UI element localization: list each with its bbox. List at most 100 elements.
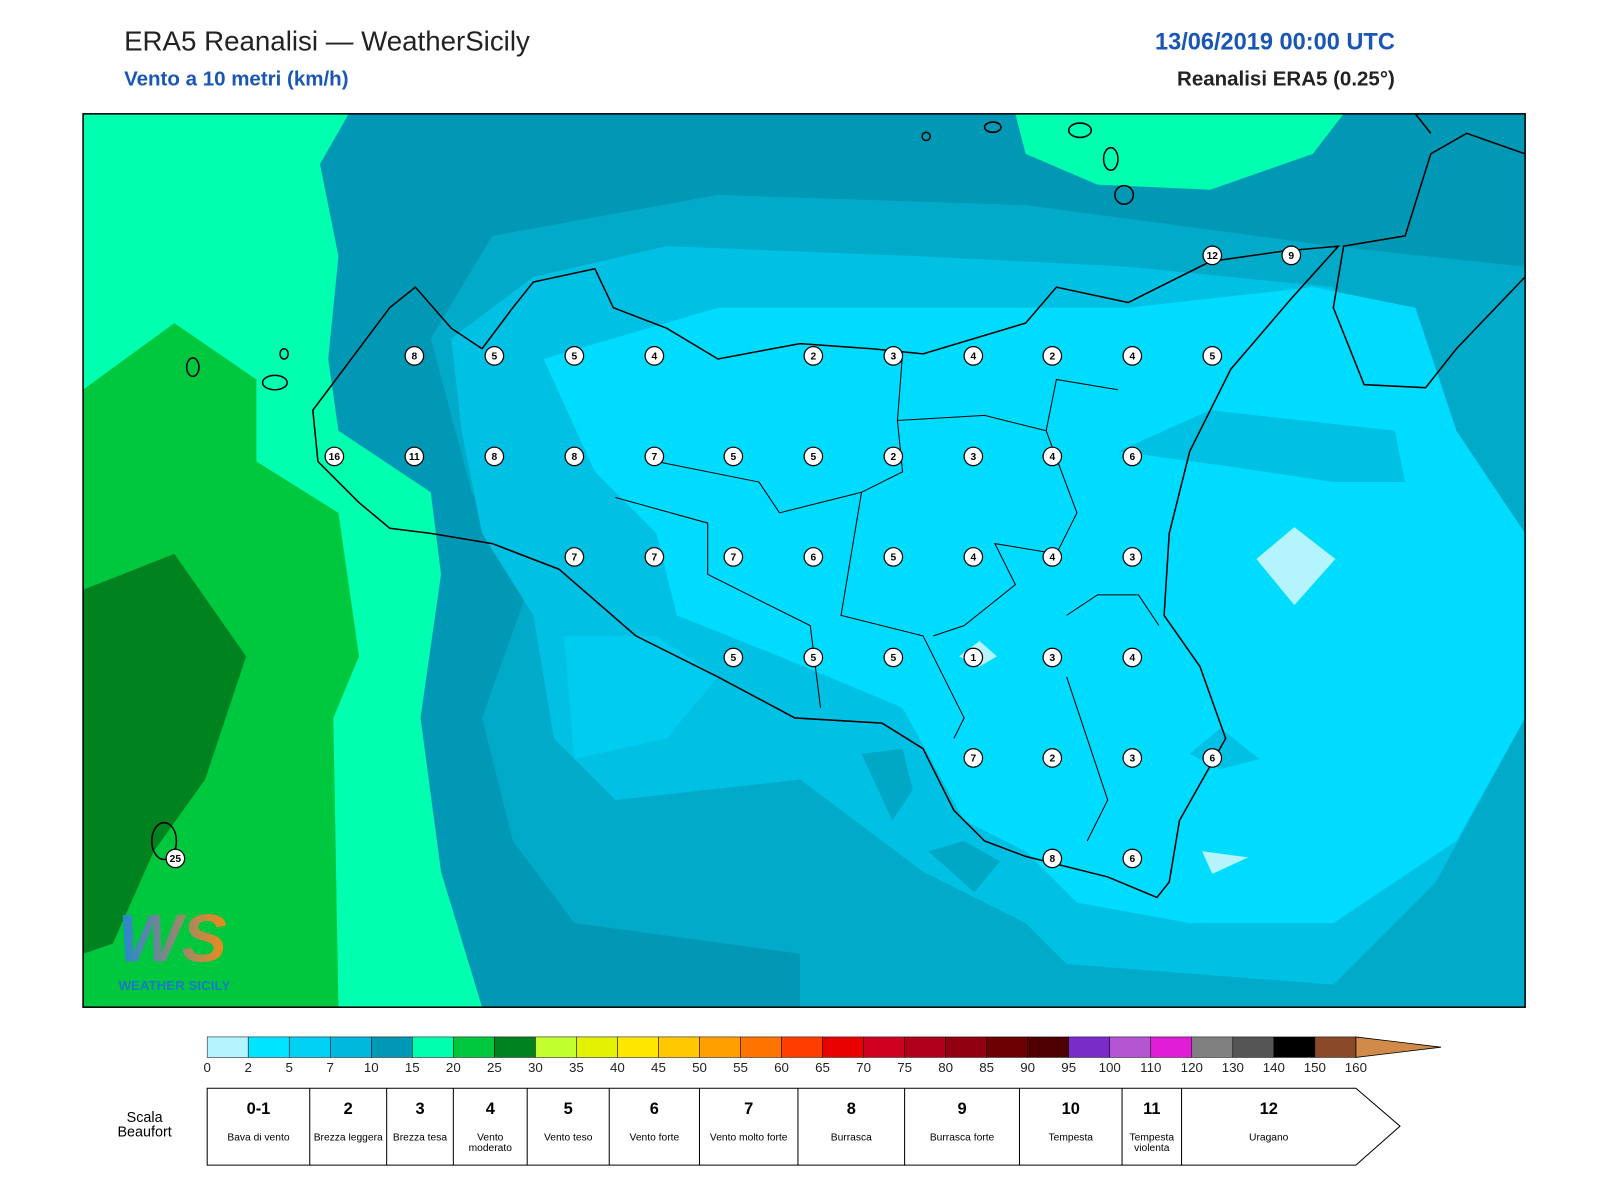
station-marker [883, 346, 904, 366]
station-marker [963, 346, 984, 366]
colorbar-segment [1027, 1036, 1069, 1058]
station-marker [723, 647, 744, 668]
beaufort-name-box: Uragano [1249, 1133, 1288, 1143]
colorbar-tick-label: 7 [327, 1060, 334, 1075]
station-marker [963, 748, 984, 768]
station-value: 8 [1049, 854, 1055, 865]
station-value: 4 [1129, 653, 1135, 664]
beaufort-name: Brezza leggera [313, 1133, 383, 1144]
station-marker [963, 647, 984, 668]
station-marker [1042, 547, 1063, 567]
station-marker [564, 446, 585, 467]
beaufort-name-box: Burrasca [830, 1133, 872, 1144]
colorbar-tick-label: 110 [1140, 1060, 1161, 1075]
colorbar-segment [576, 1036, 618, 1058]
colorbar-segment [781, 1036, 823, 1058]
beaufort-name: Tempesta [1048, 1133, 1093, 1144]
station-marker [1202, 245, 1223, 266]
beaufort-label-box: Scala Beaufort [117, 1109, 172, 1140]
colorbar-tick-label: 35 [569, 1060, 584, 1075]
colorbar-segment [1191, 1036, 1234, 1058]
beaufort-force: 8 [847, 1100, 856, 1118]
map-frame [82, 113, 1526, 1008]
title: ERA5 Reanalisi — WeatherSicily [124, 25, 530, 56]
station-value: 5 [1209, 352, 1215, 363]
beaufort-name: Vento forte [629, 1133, 680, 1144]
beaufort-force: 10 [1062, 1100, 1080, 1118]
colorbar-segment [453, 1036, 495, 1058]
station-value: 5 [810, 452, 816, 463]
station-marker [1042, 446, 1063, 467]
station-marker [564, 547, 585, 567]
beaufort-force: 4 [486, 1100, 496, 1118]
beaufort-name-box: Vento molto forte [710, 1133, 788, 1143]
colorbar-tick-label: 80 [938, 1060, 953, 1075]
colorbar-tick-label: 5 [286, 1060, 293, 1075]
station-value: 2 [1049, 754, 1055, 765]
station-marker [803, 446, 824, 467]
station-value: 4 [970, 553, 976, 564]
beaufort-name-box: Tempesta [1048, 1133, 1093, 1144]
beaufort-name-box: Tempesta violenta [1129, 1133, 1175, 1154]
station-marker [1122, 547, 1143, 567]
station-value: 25 [170, 854, 182, 865]
colorbar-segment [1273, 1036, 1316, 1058]
station-value: 8 [572, 452, 578, 463]
colorbar-arrow [1355, 1036, 1442, 1058]
colorbar-tick-label: 15 [405, 1060, 420, 1075]
beaufort-name: Burrasca [830, 1133, 872, 1144]
beaufort-name-box: Vento moderato [469, 1133, 512, 1153]
beaufort-name: Burrasca forte [929, 1133, 995, 1144]
colorbar-segment [1068, 1036, 1110, 1058]
colorbar-segment [288, 1036, 331, 1058]
colorbar-tick-label: 90 [1020, 1060, 1035, 1075]
beaufort-name: Vento teso [543, 1133, 593, 1144]
colorbar-tick-label: 70 [856, 1060, 871, 1075]
source: Reanalisi ERA5 (0.25°) [1177, 67, 1395, 90]
station-value: 1 [970, 653, 976, 664]
station-value: 2 [890, 452, 896, 463]
station-marker [404, 446, 425, 467]
colorbar-segment [904, 1036, 946, 1058]
station-value: 3 [1049, 653, 1055, 664]
station-value: 5 [890, 653, 896, 664]
station-marker [644, 346, 665, 366]
colorbar-segment [863, 1036, 905, 1058]
station-marker [404, 346, 425, 366]
beaufort-name-box: Brezza tesa [393, 1133, 447, 1143]
colorbar-segment [247, 1036, 290, 1058]
colorbar-segment [740, 1036, 782, 1058]
station-value: 6 [810, 553, 816, 564]
beaufort-force: 5 [564, 1100, 573, 1118]
beaufort-name: Tempesta violenta [1129, 1133, 1175, 1154]
colorbar-tick-label: 2 [244, 1060, 251, 1075]
station-value: 6 [1129, 854, 1135, 865]
date: 13/06/2019 00:00 UTC [1155, 28, 1395, 54]
station-value: 8 [492, 452, 498, 463]
station-value: 5 [890, 553, 896, 564]
station-value: 4 [1049, 452, 1055, 463]
station-value: 5 [492, 352, 498, 363]
beaufort-name-box: Vento teso [543, 1133, 593, 1144]
colorbar-tick-label: 75 [897, 1060, 912, 1075]
beaufort-force: 0-1 [247, 1100, 271, 1118]
station-value: 5 [572, 352, 578, 363]
station-marker [1122, 346, 1143, 366]
colorbar-segment [699, 1036, 741, 1058]
station-value: 5 [810, 653, 816, 664]
colorbar-segment [494, 1036, 536, 1058]
colorbar-segment [1109, 1036, 1152, 1058]
beaufort-label: Scala Beaufort [117, 1109, 172, 1140]
beaufort-force: 11 [1143, 1100, 1160, 1118]
station-marker [1042, 748, 1063, 768]
station-value: 6 [1129, 452, 1135, 463]
colorbar-segment [945, 1036, 987, 1058]
station-marker [484, 446, 505, 467]
station-value: 3 [1129, 553, 1135, 564]
colorbar-segment [412, 1036, 454, 1058]
station-value: 9 [1288, 251, 1294, 262]
colorbar-segment [658, 1036, 700, 1058]
station-marker [1122, 848, 1143, 869]
station-value: 16 [329, 452, 341, 463]
